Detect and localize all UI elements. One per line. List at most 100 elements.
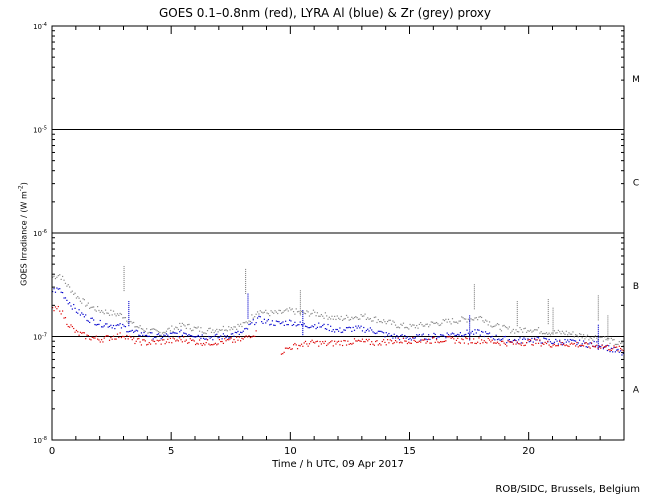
spike-0-point xyxy=(245,292,247,294)
spike-0-point xyxy=(552,323,554,325)
spike-0-point xyxy=(597,315,599,317)
series-3-point xyxy=(445,340,447,342)
series-1-point xyxy=(359,327,361,329)
series-0-point xyxy=(303,312,305,314)
series-0-point xyxy=(540,331,542,333)
series-3-point xyxy=(515,343,517,345)
series-1-point xyxy=(201,334,203,336)
series-1-point xyxy=(326,328,328,330)
series-0-point xyxy=(381,322,383,324)
series-1-point xyxy=(159,334,161,337)
x-tick-label: 20 xyxy=(522,446,535,457)
series-0-point xyxy=(292,311,295,313)
y-tick-label: 10-6 xyxy=(33,229,47,238)
spike-0-point xyxy=(123,279,125,282)
series-3-point xyxy=(405,340,407,342)
series-1-point xyxy=(445,337,447,339)
series-1-point xyxy=(133,331,135,333)
series-1-point xyxy=(188,334,190,336)
series-0-point xyxy=(168,327,170,329)
series-1-point xyxy=(246,328,249,330)
spike-0-point xyxy=(473,308,475,310)
series-3-point xyxy=(326,344,328,347)
series-1-point xyxy=(127,331,129,333)
series-3-point xyxy=(536,339,538,341)
series-2-point xyxy=(228,339,230,341)
series-2-point xyxy=(97,338,99,340)
series-1-point xyxy=(437,336,439,338)
spike-0-point xyxy=(597,305,599,307)
series-0-point xyxy=(148,331,150,334)
series-0-point xyxy=(406,327,409,329)
series-3-point xyxy=(482,342,484,344)
flare-class-label: A xyxy=(633,385,640,395)
series-0-point xyxy=(127,322,129,324)
series-1-point xyxy=(372,331,374,333)
series-1-point xyxy=(364,331,366,333)
series-0-point xyxy=(53,275,55,277)
series-0-point xyxy=(492,325,495,328)
spike-1-point xyxy=(247,311,249,313)
series-2-point xyxy=(176,339,178,341)
spike-1-point xyxy=(469,321,471,323)
series-3-point xyxy=(596,344,598,346)
series-0-point xyxy=(555,332,557,334)
series-0-point xyxy=(430,321,432,323)
series-1-point xyxy=(163,334,165,336)
series-0-point xyxy=(564,333,566,335)
series-1-point xyxy=(388,332,390,335)
series-0-point xyxy=(488,321,491,323)
spike-1-point xyxy=(128,319,130,321)
series-0-point xyxy=(438,324,440,327)
series-1-point xyxy=(164,335,166,337)
series-3-point xyxy=(400,341,402,343)
series-0-point xyxy=(393,321,395,323)
series-1-point xyxy=(430,335,432,338)
series-3-point xyxy=(454,342,456,344)
series-0-point xyxy=(100,310,103,312)
series-0-point xyxy=(353,316,356,319)
series-0-point xyxy=(348,319,350,321)
series-1-point xyxy=(327,323,329,326)
series-1-point xyxy=(131,329,133,331)
x-axis-label: Time / h UTC, 09 Apr 2017 xyxy=(272,459,404,470)
series-0-point xyxy=(424,325,426,327)
series-3-point xyxy=(319,341,321,343)
spike-0-point xyxy=(245,284,247,286)
series-0-point xyxy=(62,275,64,278)
series-3-point xyxy=(373,344,375,346)
series-1-point xyxy=(598,345,601,347)
series-0-point xyxy=(316,312,319,314)
series-3-point xyxy=(312,341,315,343)
spike-0-point xyxy=(123,267,125,270)
series-1-point xyxy=(234,331,236,334)
series-3-point xyxy=(606,344,608,346)
series-3-point xyxy=(531,344,533,346)
series-2-point xyxy=(160,343,162,345)
series-0-point xyxy=(236,328,238,330)
spike-1-point xyxy=(247,293,249,295)
series-1-point xyxy=(376,332,378,334)
series-0-point xyxy=(224,329,226,331)
series-3-point xyxy=(413,339,415,342)
series-1-point xyxy=(494,339,496,341)
series-0-point xyxy=(204,332,206,334)
series-2-point xyxy=(240,340,242,342)
series-0-point xyxy=(508,326,511,328)
series-0-point xyxy=(102,311,104,313)
spike-0-point xyxy=(473,298,475,300)
series-1-point xyxy=(134,330,136,332)
series-2-point xyxy=(77,331,79,333)
series-1-point xyxy=(405,337,407,339)
series-0-point xyxy=(567,334,569,336)
series-0-point xyxy=(398,327,401,329)
series-1-point xyxy=(340,331,342,334)
series-0-point xyxy=(367,317,369,319)
series-1-point xyxy=(398,339,401,341)
series-3-point xyxy=(556,345,558,347)
spike-0-point xyxy=(607,339,609,341)
series-1-point xyxy=(612,351,614,353)
series-1-point xyxy=(300,324,303,326)
series-1-point xyxy=(470,332,472,334)
spike-0-point xyxy=(299,312,301,314)
